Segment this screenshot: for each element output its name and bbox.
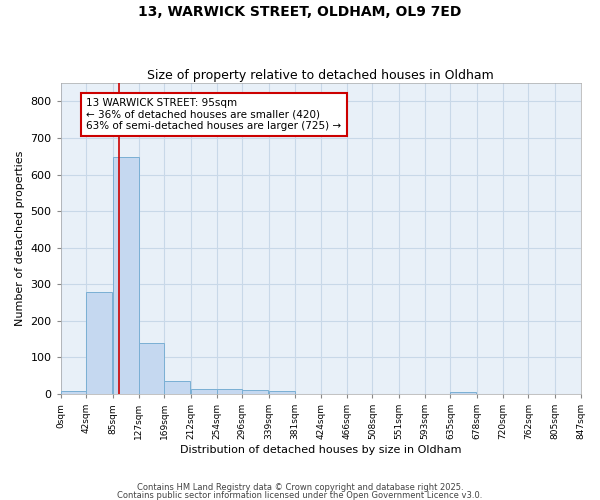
Bar <box>86 292 112 394</box>
Bar <box>269 391 295 394</box>
Bar <box>61 391 86 394</box>
Text: 13, WARWICK STREET, OLDHAM, OL9 7ED: 13, WARWICK STREET, OLDHAM, OL9 7ED <box>139 5 461 19</box>
Title: Size of property relative to detached houses in Oldham: Size of property relative to detached ho… <box>147 69 494 82</box>
Bar <box>139 343 164 394</box>
Bar <box>217 390 242 394</box>
Bar <box>113 157 139 394</box>
Bar <box>164 381 190 394</box>
Y-axis label: Number of detached properties: Number of detached properties <box>15 151 25 326</box>
X-axis label: Distribution of detached houses by size in Oldham: Distribution of detached houses by size … <box>180 445 461 455</box>
Bar <box>191 388 217 394</box>
Bar <box>242 390 268 394</box>
Bar <box>451 392 476 394</box>
Text: Contains HM Land Registry data © Crown copyright and database right 2025.: Contains HM Land Registry data © Crown c… <box>137 483 463 492</box>
Text: Contains public sector information licensed under the Open Government Licence v3: Contains public sector information licen… <box>118 490 482 500</box>
Text: 13 WARWICK STREET: 95sqm
← 36% of detached houses are smaller (420)
63% of semi-: 13 WARWICK STREET: 95sqm ← 36% of detach… <box>86 98 341 131</box>
